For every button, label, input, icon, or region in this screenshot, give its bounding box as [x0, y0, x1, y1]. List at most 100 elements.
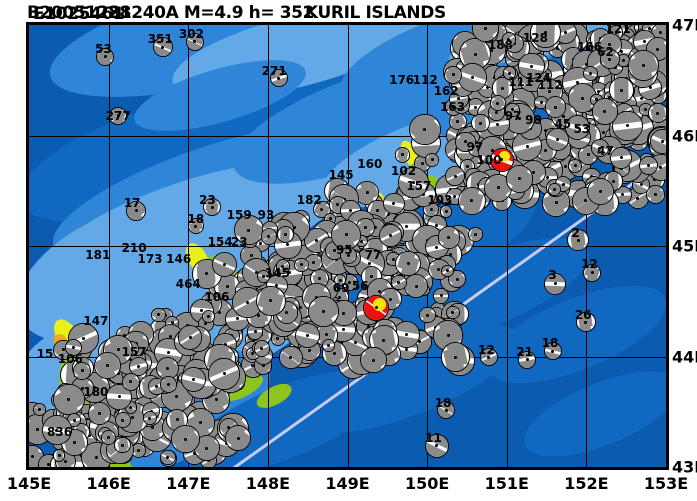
- map-title-row: B20051228 E1025461 281240A M=4.9 h= 352 …: [0, 0, 697, 24]
- event-label: 95: [335, 243, 353, 258]
- focal-mechanism-beachball[interactable]: [255, 285, 286, 316]
- focal-mechanism-beachball[interactable]: [225, 425, 252, 452]
- focal-mechanism-beachball[interactable]: [201, 309, 215, 323]
- event-label: 17: [123, 195, 141, 210]
- event-label: 145: [264, 265, 290, 280]
- focal-mechanism-beachball[interactable]: [489, 95, 506, 112]
- y-tick-label: 47N: [672, 15, 697, 35]
- event-label: 157: [121, 345, 147, 360]
- focal-mechanism-beachball[interactable]: [363, 294, 390, 321]
- focal-mechanism-beachball[interactable]: [308, 295, 339, 327]
- y-tick-label: 43N: [672, 457, 697, 477]
- focal-mechanism-beachball[interactable]: [294, 257, 309, 272]
- focal-mechanism-beachball[interactable]: [639, 156, 659, 176]
- focal-mechanism-beachball[interactable]: [88, 402, 112, 425]
- x-tick-label: 149E: [325, 474, 370, 493]
- focal-mechanism-beachball[interactable]: [648, 103, 666, 124]
- focal-mechanism-beachball[interactable]: [441, 264, 454, 278]
- event-label: 160: [357, 157, 383, 172]
- focal-mechanism-beachball[interactable]: [425, 152, 440, 167]
- focal-mechanism-beachball[interactable]: [114, 411, 132, 429]
- event-label: 145: [328, 168, 354, 183]
- focal-mechanism-beachball[interactable]: [390, 274, 407, 291]
- focal-mechanism-beachball[interactable]: [404, 274, 429, 299]
- event-label: 56: [351, 278, 369, 293]
- event-label: 271: [261, 64, 287, 79]
- focal-mechanism-beachball[interactable]: [53, 383, 85, 416]
- focal-mechanism-beachball[interactable]: [591, 97, 619, 125]
- event-label: 77: [364, 247, 382, 262]
- event-label: 106: [57, 351, 83, 366]
- event-label: 100: [476, 152, 502, 167]
- event-label: 159: [226, 208, 252, 223]
- event-label: 128: [522, 31, 548, 46]
- focal-mechanism-beachball[interactable]: [443, 65, 463, 84]
- focal-mechanism-beachball[interactable]: [33, 403, 47, 416]
- event-label: 121: [605, 25, 631, 37]
- focal-mechanism-beachball[interactable]: [446, 305, 460, 320]
- focal-mechanism-beachball[interactable]: [208, 358, 240, 390]
- focal-mechanism-beachball[interactable]: [160, 375, 178, 393]
- event-label: 45: [554, 117, 572, 132]
- event-label: 23: [230, 234, 248, 249]
- focal-mechanism-beachball[interactable]: [121, 372, 141, 392]
- event-label: 103: [427, 192, 453, 207]
- focal-mechanism-beachball[interactable]: [587, 177, 615, 205]
- focal-mechanism-beachball[interactable]: [322, 339, 335, 353]
- focal-mechanism-beachball[interactable]: [212, 252, 238, 278]
- focal-mechanism-beachball[interactable]: [468, 227, 484, 243]
- event-label: 102: [391, 163, 417, 178]
- event-label: 176: [389, 73, 415, 88]
- focal-mechanism-beachball[interactable]: [294, 322, 321, 349]
- focal-mechanism-beachball[interactable]: [444, 166, 466, 187]
- event-label: 18: [434, 395, 452, 410]
- focal-mechanism-beachball[interactable]: [177, 324, 203, 350]
- event-label: 2: [571, 225, 580, 240]
- event-label: 18: [541, 336, 559, 351]
- focal-mechanism-beachball[interactable]: [457, 186, 486, 215]
- map-canvas[interactable]: 351 302 53 271 277 17 23 18 181 210 173 146 154 23 159…: [26, 22, 669, 470]
- focal-mechanism-beachball[interactable]: [457, 62, 487, 92]
- focal-mechanism-beachball[interactable]: [100, 430, 116, 446]
- focal-mechanism-beachball[interactable]: [628, 49, 660, 81]
- event-label: 182: [296, 192, 322, 207]
- focal-mechanism-beachball[interactable]: [279, 345, 303, 370]
- focal-mechanism-beachball[interactable]: [432, 287, 450, 305]
- focal-mechanism-beachball[interactable]: [260, 228, 278, 246]
- event-label: 302: [178, 26, 204, 41]
- event-label: 11: [425, 431, 442, 446]
- focal-mechanism-beachball[interactable]: [471, 114, 490, 133]
- focal-mechanism-beachball[interactable]: [409, 113, 441, 146]
- event-label: 23: [199, 192, 216, 207]
- event-label: 69: [332, 280, 350, 295]
- event-label: 173: [137, 252, 163, 267]
- focal-mechanism-beachball[interactable]: [394, 146, 411, 163]
- focal-mechanism-beachball[interactable]: [360, 346, 388, 374]
- focal-mechanism-beachball[interactable]: [419, 306, 436, 324]
- focal-mechanism-beachball[interactable]: [544, 96, 567, 118]
- event-label: 62: [597, 44, 614, 59]
- focal-mechanism-beachball[interactable]: [547, 182, 561, 196]
- y-tick-label: 46N: [672, 126, 697, 145]
- event-label: 163: [440, 99, 466, 114]
- focal-mechanism-beachball[interactable]: [253, 340, 271, 357]
- x-tick-label: 145E: [6, 474, 52, 493]
- focal-mechanism-beachball[interactable]: [395, 250, 421, 276]
- focal-mechanism-beachball[interactable]: [143, 411, 157, 425]
- focal-mechanism-beachball[interactable]: [398, 167, 430, 199]
- event-label: 154: [207, 234, 233, 249]
- x-tick-label: 150E: [404, 474, 450, 493]
- focal-mechanism-beachball[interactable]: [151, 307, 166, 322]
- focal-mechanism-beachball[interactable]: [114, 437, 131, 454]
- focal-mechanism-beachball[interactable]: [437, 226, 461, 250]
- event-label: 53: [573, 121, 591, 136]
- event-label: 147: [83, 314, 109, 329]
- focal-mechanism-beachball[interactable]: [649, 129, 666, 155]
- focal-mechanism-beachball[interactable]: [378, 224, 402, 248]
- focal-mechanism-beachball[interactable]: [583, 66, 599, 82]
- focal-mechanism-beachball[interactable]: [171, 424, 200, 454]
- y-tick-label: 44N: [672, 347, 697, 366]
- x-tick-label: 153E: [643, 474, 689, 493]
- focal-mechanism-beachball[interactable]: [180, 367, 207, 393]
